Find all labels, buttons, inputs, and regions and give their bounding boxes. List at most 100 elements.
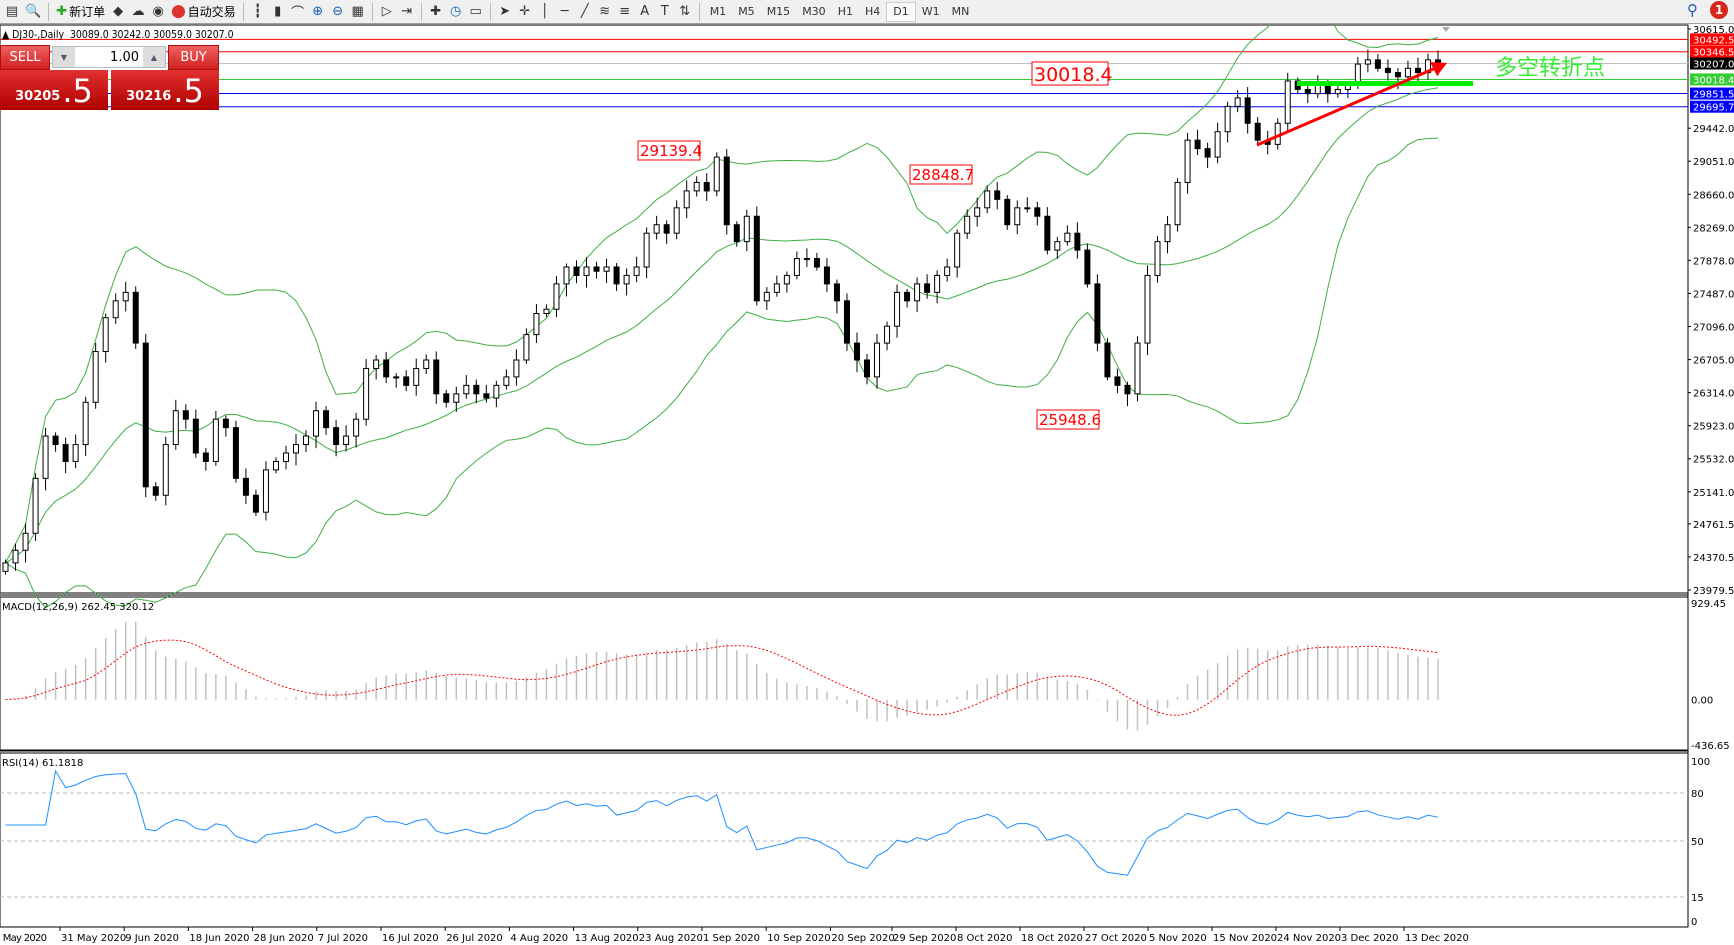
candle: [1394, 72, 1401, 78]
auto-trading-icon[interactable]: ⬤ 自动交易: [171, 4, 236, 19]
rsi-y-tick-label: 0: [1691, 917, 1697, 928]
candle: [1314, 84, 1321, 95]
fibonacci-icon[interactable]: ≋: [599, 4, 611, 19]
arrows-icon[interactable]: ⇅: [679, 4, 691, 19]
candle: [1004, 198, 1011, 226]
search-icon[interactable]: ⚲: [1687, 1, 1698, 19]
autoscroll-icon[interactable]: ▷: [381, 4, 392, 19]
market-watch-icon[interactable]: ◆: [113, 4, 124, 19]
price-annotation-box: [909, 164, 973, 185]
x-tick-label: 20 Sep 2020: [831, 933, 894, 944]
candle: [1104, 342, 1111, 378]
text-icon[interactable]: A: [640, 4, 650, 19]
candle: [343, 435, 350, 446]
candle: [1254, 122, 1261, 141]
candle: [293, 444, 300, 454]
candle: [1374, 59, 1381, 69]
fibo-fan-icon[interactable]: ≡: [619, 4, 631, 19]
collapse-triangle-icon[interactable]: ▲: [2, 28, 13, 41]
timeframe-m5[interactable]: M5: [738, 5, 755, 18]
trendline-icon[interactable]: ╱: [580, 4, 589, 19]
trend-arrow-line: [1256, 65, 1439, 147]
y-tick-label: 27096.0: [1693, 323, 1734, 334]
candle: [373, 359, 380, 369]
candle: [703, 181, 710, 192]
candle: [433, 359, 440, 395]
y-tick-label: 26314.0: [1693, 389, 1734, 400]
candle: [613, 266, 620, 285]
timeframe-m30[interactable]: M30: [802, 5, 826, 18]
timeframe-mn[interactable]: MN: [951, 5, 970, 18]
candle: [1334, 88, 1341, 95]
crosshair-icon[interactable]: ✛: [519, 4, 531, 19]
candle: [303, 435, 310, 446]
lot-decrease-icon[interactable]: ▼: [53, 47, 75, 67]
x-tick-label: 28 Jun 2020: [254, 933, 314, 944]
indicators-icon[interactable]: ✚: [430, 4, 442, 19]
timeframe-d1[interactable]: D1: [886, 1, 916, 22]
terminal-icon[interactable]: ◉: [152, 4, 164, 19]
profiles-icon[interactable]: 🔍: [25, 4, 42, 19]
lot-size-input[interactable]: 1.00: [110, 49, 139, 65]
candle: [1124, 384, 1131, 395]
timeframe-m1[interactable]: M1: [709, 5, 727, 18]
sell-button[interactable]: SELL: [0, 45, 50, 70]
new-order-icon[interactable]: ✚ 新订单: [56, 4, 106, 19]
candle: [1284, 80, 1291, 124]
zoom-in-icon[interactable]: ⊕: [312, 4, 324, 19]
candle: [583, 266, 590, 276]
line-chart-icon[interactable]: ⌒: [291, 6, 305, 21]
support-zone-bar: [1297, 81, 1473, 86]
new-chart-icon[interactable]: ▤: [5, 4, 19, 19]
price-annotation-box: [1036, 409, 1100, 430]
templates-icon[interactable]: ▭: [469, 4, 482, 19]
y-tick-label: 25532.0: [1693, 455, 1734, 466]
buy-price-tile[interactable]: 30216 .5: [111, 70, 219, 110]
chart-shift-icon[interactable]: ⇥: [401, 4, 413, 19]
macd-y-tick-label: 929.45: [1691, 599, 1726, 610]
cursor-icon[interactable]: ➤: [499, 4, 511, 19]
tile-windows-icon[interactable]: ▦: [351, 4, 364, 19]
zoom-out-icon[interactable]: ⊖: [332, 4, 344, 19]
bar-chart-icon[interactable]: ┇: [253, 4, 262, 19]
trend-arrowhead-icon: [1430, 62, 1447, 76]
candle: [172, 410, 179, 446]
bollinger-lower-band: [5, 137, 1439, 609]
periods-icon[interactable]: ◷: [450, 4, 462, 19]
candle: [323, 410, 330, 429]
timeframe-w1[interactable]: W1: [921, 5, 940, 18]
candle: [212, 418, 219, 462]
candle: [1154, 241, 1161, 276]
candle: [573, 266, 580, 276]
text-label-icon[interactable]: T: [660, 4, 669, 19]
navigator-icon[interactable]: ☁: [131, 4, 145, 19]
horizontal-line-icon[interactable]: ─: [560, 4, 569, 19]
sell-price-tile[interactable]: 30205 .5: [0, 70, 108, 110]
timeframe-m15[interactable]: M15: [766, 5, 791, 18]
candle: [513, 359, 520, 378]
candle: [954, 232, 961, 268]
price-annotation-label: 29139.4: [640, 142, 702, 160]
candle: [242, 477, 249, 496]
timeframe-h1[interactable]: H1: [837, 5, 853, 18]
candle: [403, 376, 410, 386]
price-level-tag-label: 30346.5: [1693, 48, 1734, 59]
candle: [563, 266, 570, 285]
notification-badge[interactable]: 1: [1710, 1, 1728, 19]
candle: [152, 486, 159, 496]
candle: [633, 266, 640, 276]
vertical-line-icon[interactable]: │: [540, 4, 549, 19]
candle: [1054, 241, 1061, 251]
timeframe-h4[interactable]: H4: [864, 5, 881, 18]
candle: [1164, 224, 1171, 243]
candle: [222, 418, 229, 429]
candle: [523, 334, 530, 361]
lot-increase-icon[interactable]: ▲: [143, 47, 165, 67]
candle: [142, 342, 149, 488]
price-level-tag: [1690, 73, 1734, 86]
candle: [1404, 67, 1411, 78]
candlestick-icon[interactable]: ▮: [274, 4, 282, 19]
lot-size-stepper[interactable]: ▼ 1.00 ▲: [52, 46, 166, 68]
buy-button[interactable]: BUY: [168, 45, 219, 70]
